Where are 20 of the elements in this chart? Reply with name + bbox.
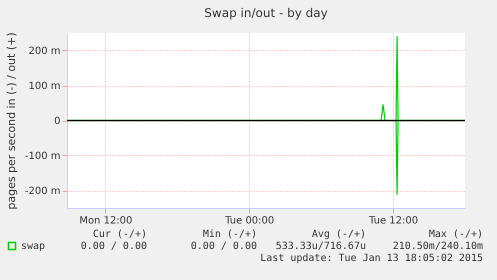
text: Max (-/+) bbox=[428, 229, 483, 240]
text: Cur (-/+) bbox=[92, 229, 147, 240]
y-tick-label: -100 m bbox=[24, 151, 60, 162]
text: 0.00 / 0.00 bbox=[80, 241, 147, 252]
y-axis-title: pages per second in (-) / out (+) bbox=[4, 32, 18, 210]
legend-label: swap bbox=[21, 241, 46, 252]
y-tick-label: 0 bbox=[54, 116, 60, 127]
text: Avg (-/+) bbox=[312, 229, 366, 240]
text: Last update: Tue Jan 13 18:05:02 2015 bbox=[260, 253, 483, 264]
x-tick-label: Mon 12:00 bbox=[79, 216, 132, 226]
y-tick-label: -200 m bbox=[24, 186, 60, 197]
y-tick-label: 200 m bbox=[28, 46, 60, 57]
text: Min (-/+) bbox=[202, 229, 257, 240]
text: 533.33u/716.67u bbox=[276, 241, 366, 252]
x-tick-label: Tue 12:00 bbox=[368, 216, 418, 226]
x-tick-label: Tue 00:00 bbox=[224, 216, 274, 226]
text: 210.50m/240.10m bbox=[392, 241, 483, 252]
y-tick-label: 100 m bbox=[28, 81, 60, 92]
chart-title: Swap in/out - by day bbox=[204, 6, 328, 20]
text: 0.00 / 0.00 bbox=[190, 241, 257, 252]
